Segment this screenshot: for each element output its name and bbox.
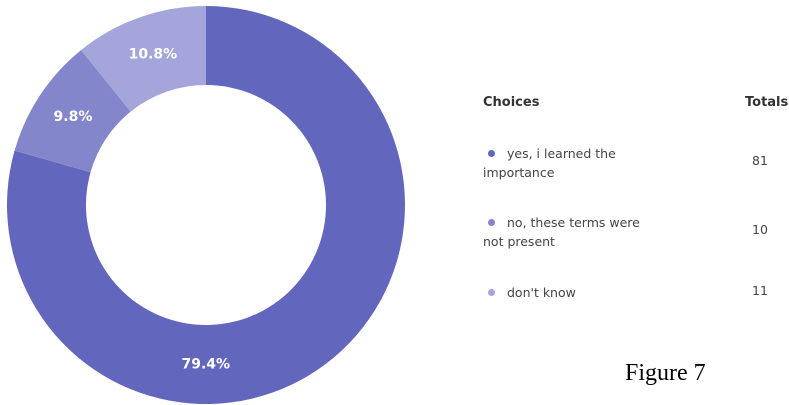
legend-item: no, these terms were not present [483, 213, 663, 251]
legend-label: yes, i learned the importance [483, 146, 616, 180]
legend-dot [488, 289, 495, 296]
caption: Figure 7 [625, 360, 706, 386]
total: 11 [752, 283, 768, 298]
slice-label: 9.8% [54, 109, 93, 125]
chart: 79.4% 9.8% 10.8% [7, 6, 406, 405]
legend-label: don't know [507, 285, 576, 300]
slice [7, 6, 406, 405]
total: 81 [752, 153, 768, 168]
total: 10 [752, 222, 768, 237]
legend-item: don't know [483, 283, 663, 302]
legend-dot [488, 150, 495, 157]
legend-item: yes, i learned the importance [483, 144, 663, 182]
slice [81, 6, 206, 112]
slice [14, 50, 131, 173]
legend-label: no, these terms were not present [483, 215, 640, 249]
header-choices: Choices [483, 95, 540, 110]
slice-label: 10.8% [129, 47, 178, 63]
slice-label: 79.4% [181, 356, 230, 372]
legend-dot [488, 219, 495, 226]
header-totals: Totals [745, 95, 789, 110]
